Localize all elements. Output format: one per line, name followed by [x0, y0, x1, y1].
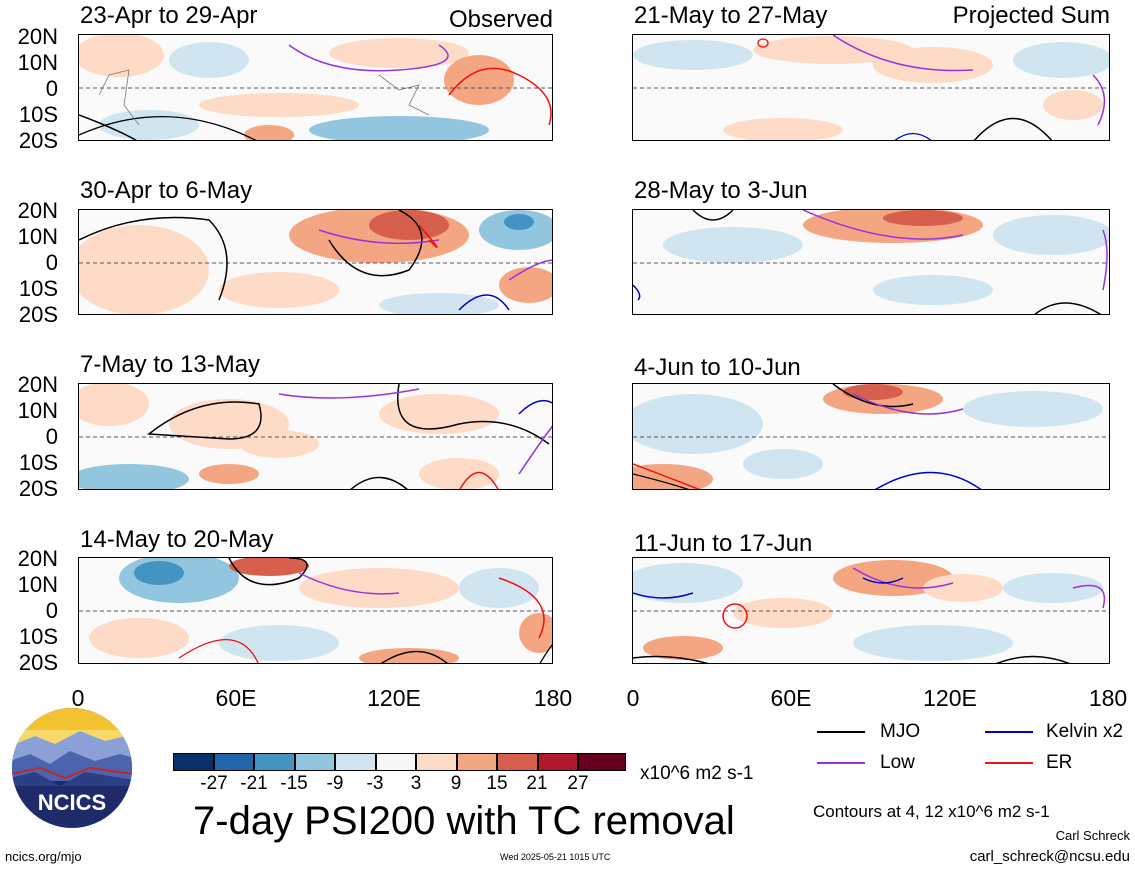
- observed-label: Observed: [448, 6, 553, 33]
- lat-label: 10N: [17, 572, 58, 597]
- main-title: 7-day PSI200 with TC removal: [193, 799, 735, 843]
- lon-label: 180: [533, 685, 573, 711]
- colorbar-label: -27: [200, 773, 228, 794]
- lat-label: 10N: [17, 224, 58, 249]
- lat-label: 20S: [18, 476, 58, 501]
- legend-line-low: [817, 762, 865, 764]
- colorbar-label: 15: [486, 773, 508, 794]
- colorbar-units: x10^6 m2 s-1: [640, 763, 754, 784]
- lat-label: 20S: [18, 650, 58, 675]
- colorbar-label: 27: [567, 773, 589, 794]
- map-panel-8: [632, 557, 1110, 664]
- ncics-logo: NCICS: [10, 706, 134, 830]
- panel-title-8: 11-Jun to 17-Jun: [634, 530, 813, 557]
- lon-label: 120E: [923, 685, 977, 711]
- colorbar-swatch: [213, 753, 254, 771]
- lat-label: 20N: [17, 24, 58, 49]
- legend-line-mjo: [817, 731, 865, 733]
- legend-label-kelvin: Kelvin x2: [1046, 721, 1124, 742]
- website-link[interactable]: ncics.org/mjo: [5, 849, 82, 864]
- legend-line-er: [985, 762, 1033, 764]
- author-name: Carl Schreck: [1055, 828, 1130, 843]
- colorbar-swatch: [294, 753, 335, 771]
- lat-label: 0: [45, 76, 58, 101]
- colorbar-swatch: [335, 753, 376, 771]
- panel-title-7: 4-Jun to 10-Jun: [634, 354, 801, 381]
- map-panel-7: [632, 383, 1110, 490]
- panel-title-6: 28-May to 3-Jun: [634, 177, 808, 204]
- lat-label: 20N: [17, 372, 58, 397]
- legend-label-low: Low: [880, 752, 915, 773]
- timestamp: Wed 2025-05-21 1015 UTC: [500, 852, 611, 862]
- map-panel-2: [78, 209, 553, 315]
- lat-label: 10N: [17, 398, 58, 423]
- panel-title-4: 14-May to 20-May: [80, 526, 274, 553]
- colorbar-swatch: [537, 753, 578, 771]
- colorbar-label: -3: [366, 773, 384, 794]
- panel-title-2: 30-Apr to 6-May: [80, 177, 253, 204]
- colorbar-swatch: [578, 753, 626, 771]
- colorbar-swatch: [416, 753, 457, 771]
- panel-title-1: 23-Apr to 29-Apr: [80, 2, 258, 29]
- map-panel-4: [78, 557, 553, 664]
- colorbar-label: -15: [280, 773, 308, 794]
- panel-title-3: 7-May to 13-May: [80, 351, 261, 378]
- colorbar-swatch: [173, 753, 214, 771]
- legend-label-er: ER: [1046, 752, 1073, 773]
- colorbar-label: -9: [326, 773, 344, 794]
- lat-label: 20S: [18, 128, 58, 153]
- map-panel-3: [78, 383, 553, 490]
- legend-label-mjo: MJO: [880, 721, 921, 742]
- contours-note: Contours at 4, 12 x10^6 m2 s-1: [813, 802, 1050, 821]
- lat-label: 10S: [18, 102, 58, 127]
- map-panel-6: [632, 209, 1110, 315]
- lon-label: 0: [71, 685, 85, 711]
- lat-label: 10S: [18, 276, 58, 301]
- lat-label: 20N: [17, 546, 58, 571]
- colorbar-swatch: [456, 753, 497, 771]
- colorbar-label: 9: [450, 773, 462, 794]
- lon-label: 60E: [770, 685, 812, 711]
- legend-line-kelvin: [985, 731, 1033, 733]
- map-panel-1: [78, 34, 553, 141]
- map-panel-5: [632, 34, 1110, 141]
- lon-label: 120E: [367, 685, 421, 711]
- lat-label: 10S: [18, 450, 58, 475]
- lat-label: 20N: [17, 198, 58, 223]
- lon-label: 60E: [215, 685, 257, 711]
- lat-label: 10S: [18, 624, 58, 649]
- lat-label: 20S: [18, 302, 58, 327]
- colorbar-label: 21: [526, 773, 548, 794]
- colorbar-label: 3: [410, 773, 422, 794]
- author-email[interactable]: carl_schreck@ncsu.edu: [969, 848, 1130, 865]
- lat-label: 10N: [17, 50, 58, 75]
- projected-sum-label: Projected Sum: [952, 2, 1110, 29]
- colorbar-label: -21: [240, 773, 268, 794]
- lat-label: 0: [45, 598, 58, 623]
- lon-label: 180: [1088, 685, 1128, 711]
- logo-text: NCICS: [38, 790, 106, 815]
- lat-label: 0: [45, 424, 58, 449]
- lat-label: 0: [45, 250, 58, 275]
- colorbar-swatch: [497, 753, 538, 771]
- colorbar-swatch: [375, 753, 416, 771]
- lon-label: 0: [626, 685, 640, 711]
- panel-title-5: 21-May to 27-May: [634, 2, 828, 29]
- colorbar-swatch: [254, 753, 295, 771]
